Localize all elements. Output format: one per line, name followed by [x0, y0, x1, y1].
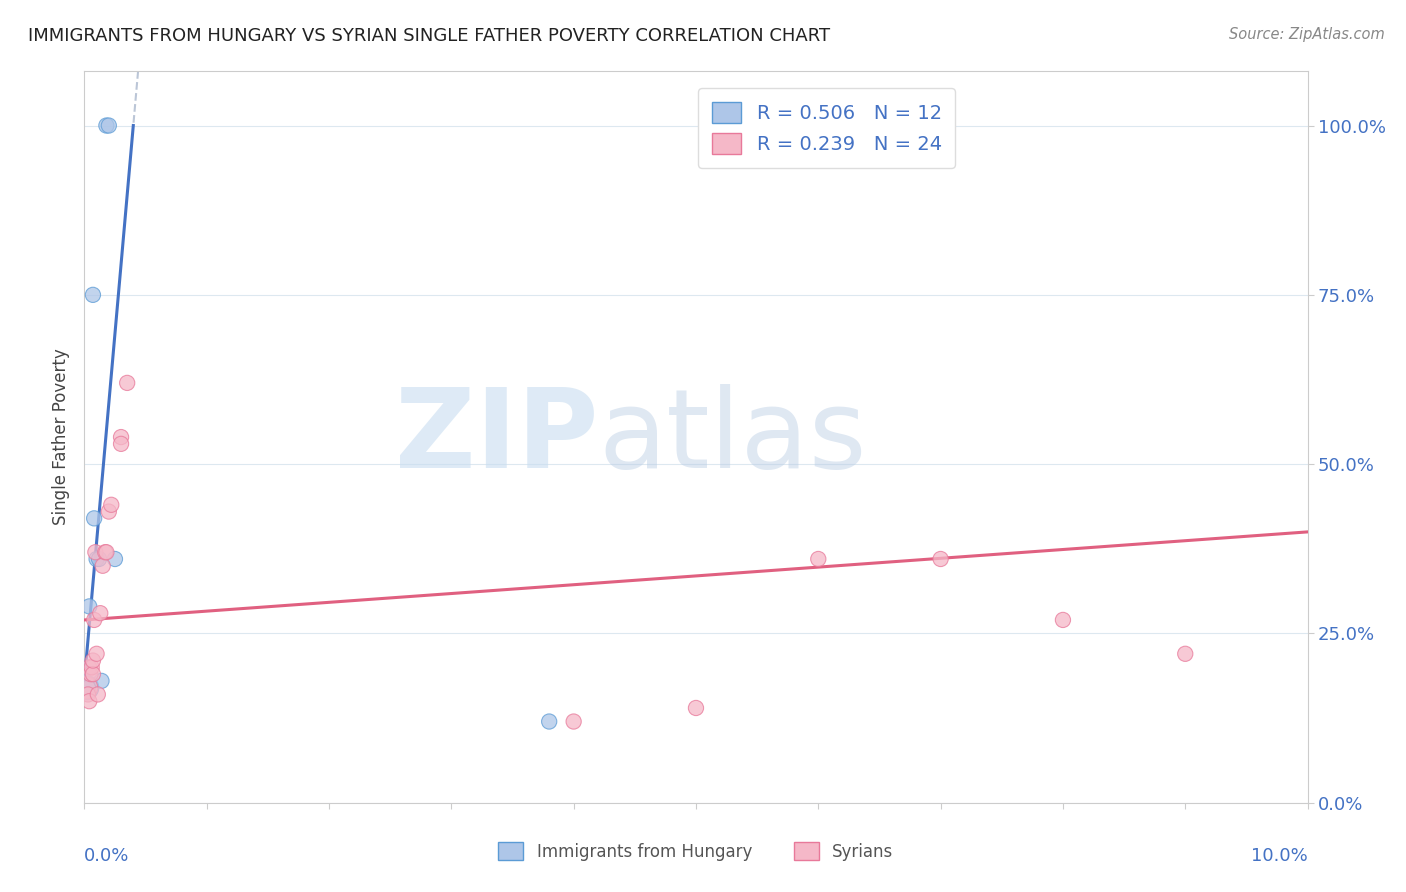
Point — [90, 673, 112, 688]
Legend: Immigrants from Hungary, Syrians: Immigrants from Hungary, Syrians — [492, 836, 900, 868]
Point — [82, 288, 104, 302]
Point — [87, 552, 110, 566]
Point — [685, 701, 707, 715]
Point — [83, 613, 105, 627]
Point — [79, 667, 101, 681]
Point — [87, 688, 110, 702]
Point — [91, 558, 114, 573]
Text: IMMIGRANTS FROM HUNGARY VS SYRIAN SINGLE FATHER POVERTY CORRELATION CHART: IMMIGRANTS FROM HUNGARY VS SYRIAN SINGLE… — [28, 27, 831, 45]
Point — [76, 681, 98, 695]
Point — [82, 654, 104, 668]
Point — [80, 660, 103, 674]
Point — [76, 681, 98, 695]
Point — [929, 552, 952, 566]
Y-axis label: Single Father Poverty: Single Father Poverty — [52, 349, 70, 525]
Point — [97, 505, 120, 519]
Text: ZIP: ZIP — [395, 384, 598, 491]
Point — [1052, 613, 1074, 627]
Point — [77, 694, 100, 708]
Point — [86, 552, 108, 566]
Point — [538, 714, 561, 729]
Point — [82, 667, 104, 681]
Point — [94, 545, 117, 559]
Point — [77, 660, 100, 674]
Text: Source: ZipAtlas.com: Source: ZipAtlas.com — [1229, 27, 1385, 42]
Point — [77, 599, 100, 614]
Point — [104, 552, 127, 566]
Point — [77, 688, 100, 702]
Point — [96, 119, 118, 133]
Text: atlas: atlas — [598, 384, 866, 491]
Point — [110, 430, 132, 444]
Point — [110, 437, 132, 451]
Text: 0.0%: 0.0% — [84, 847, 129, 864]
Text: 10.0%: 10.0% — [1251, 847, 1308, 864]
Point — [86, 647, 108, 661]
Point — [77, 681, 100, 695]
Point — [83, 511, 105, 525]
Point — [115, 376, 138, 390]
Point — [100, 498, 122, 512]
Point — [807, 552, 830, 566]
Point — [1174, 647, 1197, 661]
Point — [96, 545, 118, 559]
Point — [84, 545, 107, 559]
Point — [562, 714, 585, 729]
Point — [97, 119, 120, 133]
Point — [89, 606, 111, 620]
